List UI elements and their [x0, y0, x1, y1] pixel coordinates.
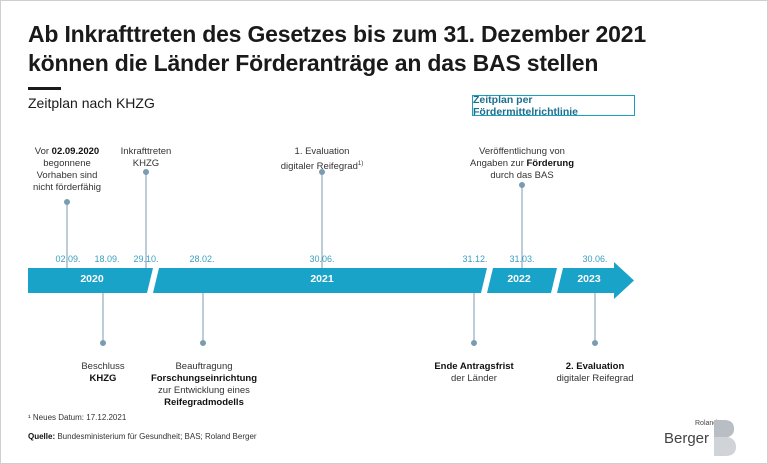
title-line-2: können die Länder Förderanträge an das B…: [28, 50, 599, 76]
event-text-bold: Ende Antragsfrist: [434, 361, 514, 372]
event-beauftragung: Beauftragung Forschungseinrichtung zur E…: [140, 361, 268, 409]
source-label: Quelle:: [28, 432, 56, 441]
connector-dot-18-09: [100, 340, 106, 346]
date-label: 29.10.: [133, 254, 159, 264]
connector-dot-29-10: [143, 169, 149, 175]
policy-pill: Zeitplan per Fördermittelrichtlinie: [472, 94, 635, 118]
event-text: der Länder: [451, 373, 497, 384]
date-label: 02.09.: [55, 254, 81, 264]
footnote-marker: 1): [357, 161, 364, 167]
connector-dot-31-12: [471, 340, 477, 346]
event-text: zur Entwicklung eines: [158, 385, 250, 396]
connector-dot-28-02: [200, 340, 206, 346]
event-text-bold: Reifegradmodells: [164, 397, 244, 408]
logo-big-text: Berger: [664, 430, 710, 447]
date-label: 18.09.: [94, 254, 120, 264]
event-date-bold: 02.09.2020: [51, 146, 100, 157]
date-label: 30.06.: [582, 254, 608, 264]
logo-b-mark-icon: [714, 420, 736, 456]
event-text: digitaler Reifegrad: [280, 161, 358, 173]
page-title: Ab Inkrafttreten des Gesetzes bis zum 31…: [28, 20, 646, 78]
title-underline: [28, 87, 61, 90]
event-text: Inkrafttreten: [120, 146, 172, 157]
event-text: digitaler Reifegrad: [556, 373, 634, 384]
source-line: Quelle: Bundesministerium für Gesundheit…: [28, 432, 257, 441]
event-vor-02-09: Vor 02.09.2020 begonnene Vorhaben sind n…: [22, 146, 112, 194]
title-line-1: Ab Inkrafttreten des Gesetzes bis zum 31…: [28, 21, 646, 47]
connector-dot-31-03: [519, 182, 525, 188]
arrow-segment-2023: [557, 262, 634, 299]
subtitle: Zeitplan nach KHZG: [28, 95, 155, 111]
date-label: 31.12.: [462, 254, 488, 264]
event-text: KHZG: [132, 158, 160, 169]
event-text: Vorhaben sind: [36, 170, 98, 181]
year-label-2020: 2020: [80, 273, 104, 285]
arrow-segment-2022: [487, 268, 557, 293]
year-label-2022: 2022: [507, 273, 531, 285]
date-label: 31.03.: [509, 254, 535, 264]
event-beschluss: Beschluss KHZG: [68, 361, 138, 385]
footnote: ¹ Neues Datum: 17.12.2021: [28, 413, 127, 422]
connector-dot-02-09: [64, 199, 70, 205]
source-text: Bundesministerium für Gesundheit; BAS; R…: [55, 432, 257, 441]
event-text: begonnene: [43, 158, 91, 169]
event-veroeffentlichung: Veröffentlichung von Angaben zur Förderu…: [462, 146, 582, 182]
event-text: nicht förderfähig: [32, 182, 102, 193]
event-text: Veröffentlichung von: [479, 146, 565, 157]
event-evaluation-2: 2. Evaluation digitaler Reifegrad: [540, 361, 650, 385]
date-label: 28.02.: [189, 254, 215, 264]
event-text: 1. Evaluation: [294, 146, 350, 157]
arrow-segment-2021: [153, 268, 487, 293]
event-text: Angaben zur: [469, 158, 527, 169]
event-ende-antragsfrist: Ende Antragsfrist der Länder: [420, 361, 528, 385]
event-text-bold: Forschungseinrichtung: [150, 373, 258, 384]
logo-small-text: Roland: [695, 420, 718, 427]
connector-dot-30-06-2021: [319, 169, 325, 175]
event-text: durch das BAS: [490, 170, 554, 181]
arrow-segment-2020: [28, 268, 153, 293]
event-text-bold: KHZG: [89, 373, 117, 384]
event-evaluation-1: 1. Evaluation digitaler Reifegrad1): [266, 146, 378, 173]
event-text: Beschluss: [81, 361, 125, 372]
event-text-bold: 2. Evaluation: [565, 361, 625, 372]
date-label: 30.06.: [309, 254, 335, 264]
event-text: Vor: [34, 146, 52, 157]
year-label-2023: 2023: [577, 273, 601, 285]
event-inkrafttreten: Inkrafttreten KHZG: [110, 146, 182, 170]
year-label-2021: 2021: [310, 273, 334, 285]
event-text-bold: Förderung: [526, 158, 575, 169]
event-text: Beauftragung: [175, 361, 233, 372]
connector-dot-30-06-2023: [592, 340, 598, 346]
